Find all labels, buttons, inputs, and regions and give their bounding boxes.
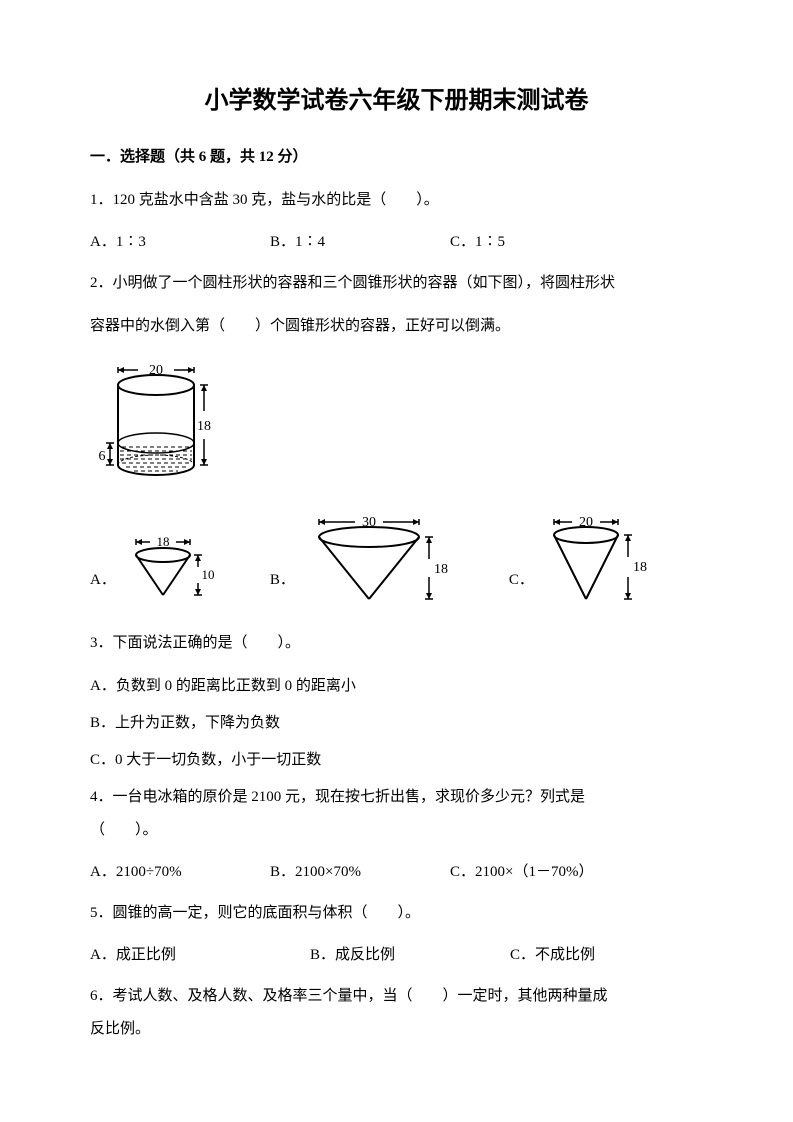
q4-opt-c: C．2100×（1－70%）	[450, 857, 630, 887]
q4-line1: 4．一台电冰箱的原价是 2100 元，现在按七折出售，求现价多少元？列式是	[90, 781, 703, 814]
q1-options: A．1∶3 B．1∶4 C．1∶5	[90, 227, 703, 257]
cone-a-dia: 18	[156, 534, 169, 549]
cyl-w-label: 6	[99, 449, 106, 464]
q4-options: A．2100÷70% B．2100×70% C．2100×（1－70%）	[90, 857, 703, 887]
q3-opt-a: A．负数到 0 的距离比正数到 0 的距离小	[90, 670, 703, 703]
q1-text: 1．120 克盐水中含盐 30 克，盐与水的比是（ ）。	[90, 184, 703, 217]
q4-opt-a: A．2100÷70%	[90, 857, 270, 887]
q2-line2: 容器中的水倒入第（ ）个圆锥形状的容器，正好可以倒满。	[90, 310, 703, 343]
q4-opt-b: B．2100×70%	[270, 857, 450, 887]
q3-opt-b: B．上升为正数，下降为负数	[90, 707, 703, 740]
cone-a-h: 10	[201, 567, 214, 582]
q1-opt-a: A．1∶3	[90, 227, 270, 257]
q1-opt-c: C．1∶5	[450, 227, 630, 257]
q2-line1: 2．小明做了一个圆柱形状的容器和三个圆锥形状的容器（如下图），将圆柱形状	[90, 267, 703, 300]
q2-opt-a-label: A．	[90, 568, 116, 609]
q5-options: A．成正比例 B．成反比例 C．不成比例	[90, 940, 703, 970]
q5-text: 5．圆锥的高一定，则它的底面积与体积（ ）。	[90, 897, 703, 930]
q5-opt-a: A．成正比例	[90, 940, 310, 970]
page-title: 小学数学试卷六年级下册期末测试卷	[90, 80, 703, 115]
q2-cone-a: A． 18 10	[90, 529, 220, 609]
q2-cone-options: A． 18 10 B．	[90, 509, 703, 609]
q2-cone-b: B． 30 18	[270, 509, 459, 609]
section-header: 一．选择题（共 6 题，共 12 分）	[90, 145, 703, 166]
q3-text: 3．下面说法正确的是（ ）。	[90, 627, 703, 660]
cone-b-h: 18	[434, 562, 448, 577]
q2-opt-b-label: B．	[270, 568, 295, 609]
q3-opt-c: C．0 大于一切负数，小于一切正数	[90, 744, 703, 777]
q5-opt-c: C．不成比例	[510, 940, 595, 970]
q5-opt-b: B．成反比例	[310, 940, 510, 970]
q2-cylinder-diagram: 20 18 6	[96, 355, 703, 485]
q2-opt-c-label: C．	[509, 568, 534, 609]
q1-opt-b: B．1∶4	[270, 227, 450, 257]
q2-cone-c: C． 20 18	[509, 509, 658, 609]
q6-line1: 6．考试人数、及格人数、及格率三个量中，当（ ）一定时，其他两种量成	[90, 980, 703, 1013]
cone-c-h: 18	[633, 560, 647, 575]
q4-line2: （ ）。	[90, 814, 703, 847]
cyl-h-label: 18	[197, 419, 211, 434]
q6-line2: 反比例。	[90, 1013, 703, 1046]
